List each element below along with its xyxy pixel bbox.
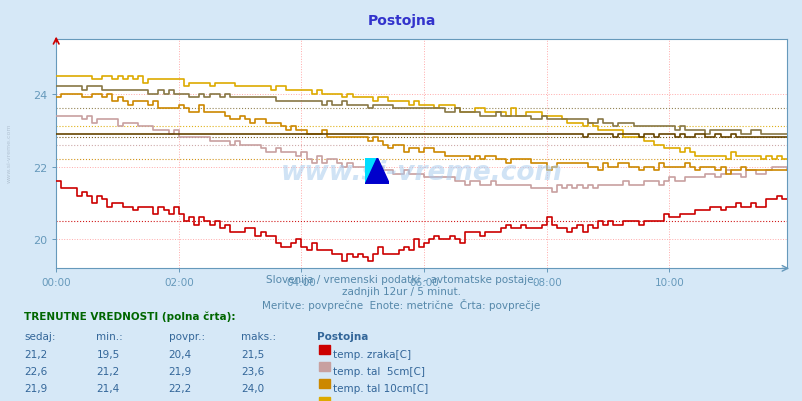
Polygon shape [365, 158, 377, 184]
Text: 21,9: 21,9 [168, 366, 192, 376]
Polygon shape [365, 158, 389, 184]
Text: 21,2: 21,2 [96, 366, 119, 376]
Text: 21,2: 21,2 [24, 349, 47, 359]
Text: 22,6: 22,6 [24, 366, 47, 376]
Text: 20,4: 20,4 [168, 349, 192, 359]
Text: 22,2: 22,2 [168, 383, 192, 393]
Text: Meritve: povprečne  Enote: metrične  Črta: povprečje: Meritve: povprečne Enote: metrične Črta:… [262, 299, 540, 311]
Text: povpr.:: povpr.: [168, 332, 205, 342]
Text: temp. tal 10cm[C]: temp. tal 10cm[C] [333, 383, 428, 393]
Text: temp. zraka[C]: temp. zraka[C] [333, 349, 411, 359]
Text: temp. tal  5cm[C]: temp. tal 5cm[C] [333, 366, 425, 376]
Text: zadnjih 12ur / 5 minut.: zadnjih 12ur / 5 minut. [342, 287, 460, 297]
Text: 21,4: 21,4 [96, 383, 119, 393]
Text: 21,5: 21,5 [241, 349, 264, 359]
Text: 24,0: 24,0 [241, 383, 264, 393]
Text: www.si-vreme.com: www.si-vreme.com [280, 160, 562, 186]
Text: www.si-vreme.com: www.si-vreme.com [7, 123, 12, 182]
Text: TRENUTNE VREDNOSTI (polna črta):: TRENUTNE VREDNOSTI (polna črta): [24, 311, 235, 321]
Text: Postojna: Postojna [317, 332, 368, 342]
Text: 21,9: 21,9 [24, 383, 47, 393]
Text: min.:: min.: [96, 332, 123, 342]
Text: Slovenija / vremenski podatki - avtomatske postaje.: Slovenija / vremenski podatki - avtomats… [265, 275, 537, 285]
Text: 19,5: 19,5 [96, 349, 119, 359]
Text: 23,6: 23,6 [241, 366, 264, 376]
Text: sedaj:: sedaj: [24, 332, 55, 342]
Text: maks.:: maks.: [241, 332, 276, 342]
Text: Postojna: Postojna [367, 14, 435, 28]
